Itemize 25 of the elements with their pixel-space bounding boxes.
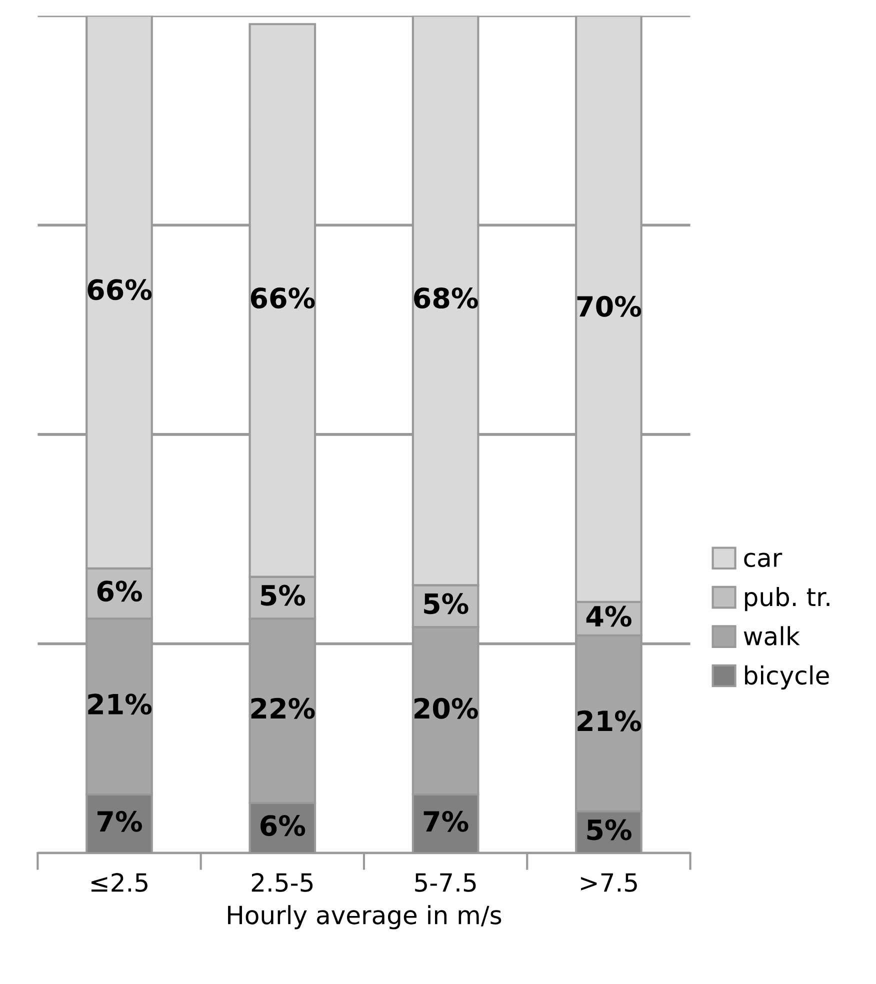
data-label: 7% bbox=[424, 810, 468, 832]
x-tick-label: 5-7.5 bbox=[415, 873, 476, 892]
legend-label: walk bbox=[744, 626, 800, 646]
legend-label: car bbox=[744, 552, 782, 568]
data-label: 6% bbox=[97, 580, 142, 602]
data-label: 70% bbox=[577, 296, 642, 317]
data-label: 68% bbox=[414, 288, 478, 309]
data-label: 21% bbox=[578, 710, 642, 732]
legend-label: pub. tr. bbox=[745, 586, 830, 612]
x-tick-label: ≤2.5 bbox=[92, 873, 148, 892]
legend-label: bicycle bbox=[745, 665, 829, 690]
data-label: 66% bbox=[250, 288, 315, 309]
x-tick-label: 2.5-5 bbox=[252, 873, 313, 892]
x-tick-label: >7.5 bbox=[581, 873, 637, 892]
data-label: 66% bbox=[88, 279, 152, 300]
data-label: 4% bbox=[586, 606, 632, 627]
data-label: 22% bbox=[251, 698, 315, 719]
data-label: 21% bbox=[88, 694, 152, 715]
data-label: 5% bbox=[260, 584, 306, 606]
data-label: 7% bbox=[98, 810, 142, 832]
data-label: 5% bbox=[424, 593, 468, 614]
data-label: 20% bbox=[414, 698, 478, 719]
data-label: 6% bbox=[260, 815, 306, 836]
data-label: 5% bbox=[587, 819, 632, 840]
x-axis-title: Hourly average in m/s bbox=[228, 905, 502, 930]
